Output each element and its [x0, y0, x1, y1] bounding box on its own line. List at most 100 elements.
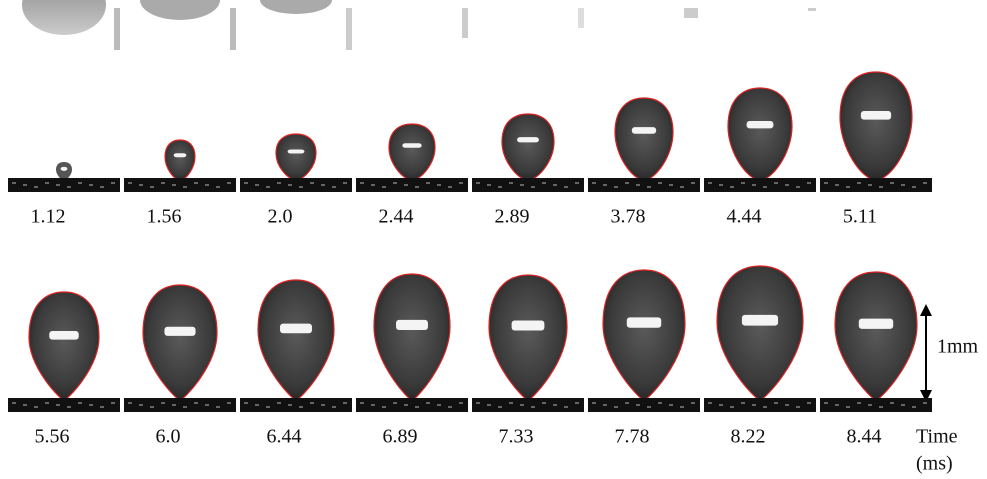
substrate-speckle — [172, 184, 176, 186]
substrate-speckle — [227, 402, 231, 404]
substrate-speckle — [708, 402, 712, 404]
substrate-speckle — [332, 186, 336, 188]
substrate-speckle — [763, 186, 767, 188]
substrate-speckle — [321, 404, 325, 406]
substrate-speckle — [150, 406, 154, 408]
substrate-speckle — [785, 184, 789, 186]
substrate-speckle — [371, 404, 375, 406]
substrate-speckle — [857, 182, 861, 184]
substrate-speckle — [111, 182, 115, 184]
time-value: 2.44 — [379, 206, 414, 228]
substrate-speckle — [459, 182, 463, 184]
bubble — [615, 98, 673, 180]
substrate-speckle — [161, 402, 165, 404]
bubble — [502, 114, 554, 180]
substrate-speckle — [564, 186, 568, 188]
bubble — [717, 266, 803, 400]
time-value: 1.12 — [31, 206, 66, 228]
time-value: 8.44 — [847, 426, 882, 448]
time-value: 7.78 — [615, 426, 650, 448]
substrate-speckle — [34, 186, 38, 188]
substrate-speckle — [172, 404, 176, 406]
substrate-speckle — [614, 406, 618, 408]
substrate-speckle — [647, 186, 651, 188]
substrate-speckle — [266, 406, 270, 408]
substrate-speckle — [426, 402, 430, 404]
substrate-speckle — [437, 404, 441, 406]
highlight — [396, 320, 428, 330]
substrate-speckle — [774, 402, 778, 404]
substrate-speckle — [824, 182, 828, 184]
substrate-speckle — [426, 182, 430, 184]
substrate-speckle — [128, 402, 132, 404]
bubble — [276, 134, 316, 180]
substrate-speckle — [216, 406, 220, 408]
substrate-speckle — [730, 186, 734, 188]
frame-edge — [114, 8, 120, 50]
substrate-speckle — [255, 184, 259, 186]
substrate-speckle — [708, 182, 712, 184]
substrate-speckle — [404, 184, 408, 186]
time-value: 6.89 — [383, 426, 418, 448]
previous-bubble — [140, 0, 220, 20]
substrate-speckle — [763, 406, 767, 408]
substrate-speckle — [719, 404, 723, 406]
substrate-speckle — [476, 182, 480, 184]
substrate-speckle — [520, 184, 524, 186]
highlight — [49, 331, 78, 340]
substrate-speckle — [277, 402, 281, 404]
substrate-speckle — [343, 182, 347, 184]
substrate-speckle — [719, 184, 723, 186]
substrate-speckle — [901, 184, 905, 186]
substrate-speckle — [371, 184, 375, 186]
substrate-speckle — [669, 184, 673, 186]
substrate-speckle — [78, 182, 82, 184]
time-value: 5.11 — [843, 206, 877, 228]
substrate-speckle — [437, 184, 441, 186]
substrate-speckle — [288, 404, 292, 406]
substrate-speckle — [183, 186, 187, 188]
frame-edge — [684, 8, 698, 18]
substrate-speckle — [393, 182, 397, 184]
time-value: 2.0 — [268, 206, 293, 228]
substrate-speckle — [183, 406, 187, 408]
time-value: 3.78 — [611, 206, 646, 228]
substrate-speckle — [774, 182, 778, 184]
substrate-speckle — [100, 406, 104, 408]
substrate-speckle — [509, 182, 513, 184]
substrate-speckle — [194, 182, 198, 184]
frame-edge — [578, 8, 584, 28]
substrate-speckle — [553, 404, 557, 406]
substrate-speckle — [288, 184, 292, 186]
highlight — [174, 153, 187, 157]
highlight — [288, 149, 305, 153]
substrate-speckle — [542, 402, 546, 404]
top-strip — [22, 0, 816, 50]
substrate-speckle — [448, 186, 452, 188]
substrate-speckle — [890, 182, 894, 184]
substrate-speckle — [332, 406, 336, 408]
substrate-speckle — [244, 402, 248, 404]
substrate-speckle — [111, 402, 115, 404]
time-unit: (ms) — [916, 453, 953, 475]
bubble — [165, 140, 195, 180]
previous-bubble — [260, 0, 332, 14]
substrate-speckle — [741, 402, 745, 404]
bubble — [29, 292, 99, 400]
substrate-speckle — [382, 186, 386, 188]
substrate-speckle — [520, 404, 524, 406]
substrate-speckle — [487, 184, 491, 186]
substrate-speckle — [128, 182, 132, 184]
substrate-speckle — [139, 404, 143, 406]
substrate-speckle — [139, 184, 143, 186]
substrate-speckle — [45, 402, 49, 404]
substrate-speckle — [310, 402, 314, 404]
substrate-speckle — [227, 182, 231, 184]
substrate-speckle — [680, 186, 684, 188]
substrate-speckle — [531, 406, 535, 408]
substrate-speckle — [636, 184, 640, 186]
substrate-speckle — [498, 186, 502, 188]
substrate-speckle — [901, 404, 905, 406]
time-value: 8.22 — [731, 426, 766, 448]
substrate-speckle — [415, 406, 419, 408]
